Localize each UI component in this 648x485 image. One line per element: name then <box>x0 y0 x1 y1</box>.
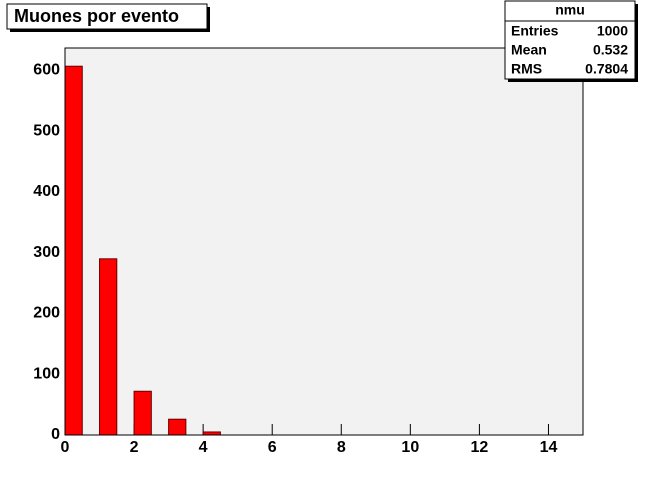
x-tick-label: 6 <box>268 439 277 456</box>
y-tick-label: 0 <box>51 426 60 443</box>
stats-box <box>504 0 636 80</box>
y-tick-label: 100 <box>33 365 60 382</box>
stats-label: Mean <box>511 42 547 58</box>
stats-label: RMS <box>511 61 542 77</box>
title-box <box>6 3 208 30</box>
bar <box>133 390 152 436</box>
stats-value: 1000 <box>597 23 628 39</box>
chart-title: Muones por evento <box>14 6 179 26</box>
stats-title: nmu <box>555 2 585 18</box>
x-tick-label: 8 <box>337 439 346 456</box>
bar <box>168 418 187 436</box>
y-tick-label: 400 <box>33 183 60 200</box>
x-tick-label: 2 <box>130 439 139 456</box>
y-tick-label: 600 <box>33 62 60 79</box>
y-tick-label: 200 <box>33 305 60 322</box>
stats-label: Entries <box>511 23 559 39</box>
y-tick-label: 500 <box>33 122 60 139</box>
x-tick-label: 14 <box>540 439 558 456</box>
stats-value: 0.532 <box>593 42 628 58</box>
bar <box>99 258 118 436</box>
stats-value: 0.7804 <box>585 61 628 77</box>
y-tick-label: 300 <box>33 244 60 261</box>
plot-frame <box>64 47 584 436</box>
x-tick-label: 4 <box>199 439 208 456</box>
x-tick-label: 12 <box>471 439 489 456</box>
x-tick-label: 10 <box>401 439 419 456</box>
bar <box>64 65 83 436</box>
x-tick-label: 0 <box>61 439 70 456</box>
